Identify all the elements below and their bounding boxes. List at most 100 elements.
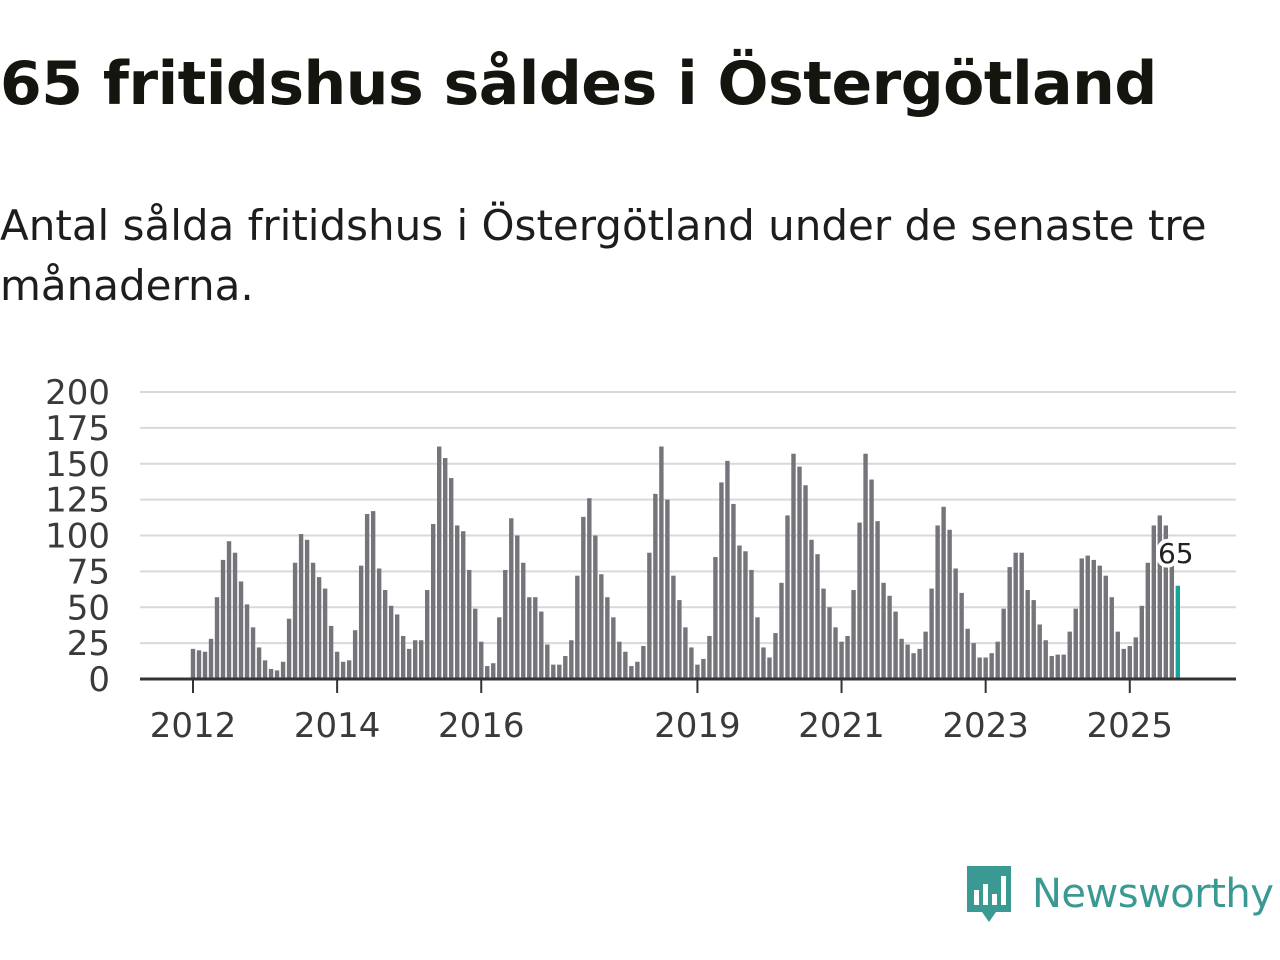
bar <box>893 611 898 679</box>
bar <box>1079 558 1084 679</box>
bar <box>785 515 790 679</box>
bar <box>376 568 382 679</box>
bar <box>473 608 478 679</box>
bar <box>1103 575 1108 679</box>
newsworthy-logo: Newsworthy <box>964 864 1274 924</box>
bar <box>461 531 466 679</box>
bar <box>382 590 388 679</box>
bar <box>1067 631 1072 679</box>
bar <box>1133 637 1138 679</box>
newsworthy-icon <box>967 866 1011 922</box>
bar <box>443 458 448 679</box>
bar <box>497 617 502 679</box>
bar <box>1049 656 1054 679</box>
bar <box>298 534 304 679</box>
bar <box>761 647 766 679</box>
bar <box>725 460 730 679</box>
bar <box>527 597 532 679</box>
x-tick-label-2014: 2014 <box>294 706 381 746</box>
bar <box>719 482 724 679</box>
bar <box>845 635 850 679</box>
bar <box>953 568 958 679</box>
bar <box>425 590 430 679</box>
bar <box>358 565 364 679</box>
bar <box>1025 590 1030 679</box>
bar <box>941 506 946 679</box>
x-axis-ticks: 2012 2014 2016 2019 2021 2023 2025 <box>150 679 1173 746</box>
bar <box>364 513 370 679</box>
bar <box>1139 605 1144 679</box>
bar <box>1127 646 1132 679</box>
bar <box>611 617 616 679</box>
annotation-label: 65 <box>1158 537 1194 570</box>
bar <box>617 641 622 679</box>
bar <box>250 627 256 679</box>
bar <box>467 569 472 679</box>
bar <box>803 485 808 679</box>
bar <box>683 627 688 679</box>
bar <box>334 651 340 679</box>
bar <box>1031 600 1036 679</box>
bar <box>286 618 292 679</box>
bar <box>437 446 442 679</box>
bar <box>418 640 424 679</box>
bar <box>755 617 760 679</box>
bar <box>202 651 208 679</box>
bar <box>1037 624 1042 679</box>
bar <box>539 611 544 679</box>
bar <box>881 582 886 679</box>
bar <box>749 569 754 679</box>
bar <box>665 499 670 680</box>
bar <box>479 641 484 679</box>
bar <box>196 650 202 679</box>
bars <box>190 446 1181 680</box>
x-tick-label-2021: 2021 <box>798 706 885 746</box>
bar <box>743 551 748 679</box>
bar <box>310 562 316 679</box>
bar <box>635 661 640 679</box>
bar <box>1061 654 1066 679</box>
bar <box>316 577 322 679</box>
bar <box>1109 597 1114 679</box>
bar <box>388 605 394 679</box>
y-tick-label-150: 150 <box>45 445 110 485</box>
bar <box>707 635 712 679</box>
bar <box>503 569 508 679</box>
bar <box>671 575 676 679</box>
bar <box>262 660 268 679</box>
bar <box>653 493 658 679</box>
bar <box>1091 559 1096 679</box>
y-tick-label-175: 175 <box>45 409 110 449</box>
bar <box>1169 552 1175 679</box>
bar <box>623 651 628 679</box>
bar <box>809 539 814 679</box>
x-tick-label-2025: 2025 <box>1087 706 1174 746</box>
bar <box>929 588 934 679</box>
bar <box>431 524 436 679</box>
bar <box>1013 552 1018 679</box>
bar <box>917 648 922 679</box>
y-tick-label-25: 25 <box>67 624 110 664</box>
bar <box>641 646 646 679</box>
bar <box>232 552 238 679</box>
bar-latest <box>1175 585 1181 679</box>
bar <box>400 635 406 679</box>
bar <box>328 625 334 679</box>
bar <box>971 643 976 680</box>
bar <box>731 503 736 679</box>
bar <box>815 554 820 679</box>
bar <box>238 581 244 679</box>
bar <box>557 664 562 679</box>
bar <box>947 529 952 679</box>
bar <box>935 525 940 679</box>
bar <box>1085 555 1090 679</box>
bar <box>370 511 376 679</box>
bar <box>695 664 700 679</box>
y-tick-label-100: 100 <box>45 517 110 557</box>
value-annotation: 65 <box>1154 533 1198 574</box>
bar <box>304 539 310 679</box>
y-tick-label-125: 125 <box>45 481 110 521</box>
bar <box>1163 525 1169 679</box>
